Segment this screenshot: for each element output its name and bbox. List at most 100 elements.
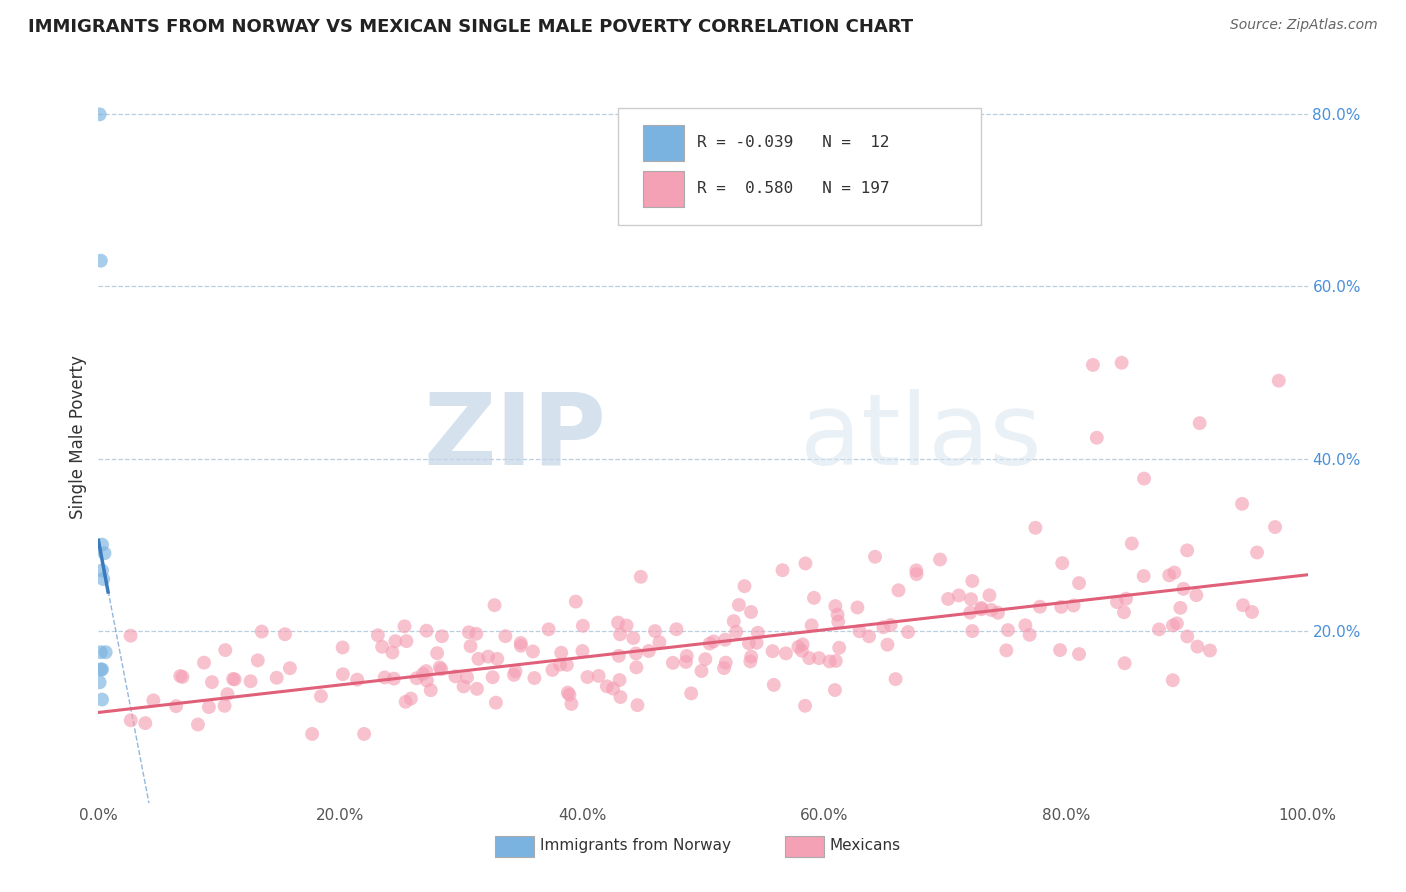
Point <box>887 583 910 598</box>
Point <box>415 624 437 638</box>
FancyBboxPatch shape <box>785 836 824 857</box>
Point <box>794 698 817 713</box>
FancyBboxPatch shape <box>495 836 534 857</box>
Text: R =  0.580   N = 197: R = 0.580 N = 197 <box>697 181 890 196</box>
Point <box>824 683 846 698</box>
Text: atlas: atlas <box>800 389 1042 485</box>
Point <box>1112 605 1135 619</box>
Point <box>89 107 111 121</box>
Point <box>429 660 451 674</box>
Point <box>214 643 236 657</box>
Point <box>1067 576 1090 591</box>
Point <box>382 672 405 686</box>
Point <box>596 679 619 693</box>
Point <box>415 664 437 678</box>
Point <box>794 557 817 571</box>
Point <box>444 669 467 683</box>
FancyBboxPatch shape <box>643 125 683 161</box>
Point <box>624 647 647 661</box>
Point <box>1163 566 1185 580</box>
Point <box>1067 647 1090 661</box>
Point <box>987 606 1010 620</box>
Point <box>929 552 952 566</box>
Point <box>465 627 488 641</box>
Point <box>572 619 595 633</box>
Point <box>509 639 531 653</box>
Point <box>1018 628 1040 642</box>
Point <box>1185 588 1208 602</box>
Point <box>602 681 624 696</box>
Point <box>775 646 797 660</box>
Point <box>876 638 898 652</box>
Point <box>565 594 588 608</box>
Point <box>1240 605 1263 619</box>
Point <box>456 670 478 684</box>
Point <box>1264 520 1286 534</box>
Point <box>848 624 870 639</box>
Point <box>827 615 849 629</box>
Point <box>91 572 114 586</box>
FancyBboxPatch shape <box>619 108 981 225</box>
Point <box>1132 569 1154 583</box>
Point <box>1052 556 1074 570</box>
Point <box>807 651 830 665</box>
Point <box>607 615 630 630</box>
Point <box>560 697 582 711</box>
Point <box>250 624 273 639</box>
Point <box>187 717 209 731</box>
Point <box>193 656 215 670</box>
Point <box>522 644 544 658</box>
Text: Mexicans: Mexicans <box>830 838 901 853</box>
Point <box>332 640 354 655</box>
Point <box>644 624 666 638</box>
Point <box>846 600 869 615</box>
Point <box>1268 374 1291 388</box>
Point <box>740 605 762 619</box>
Point <box>662 656 685 670</box>
Point <box>381 645 404 659</box>
Point <box>884 672 907 686</box>
Point <box>91 662 114 676</box>
Point <box>1121 536 1143 550</box>
Point <box>648 635 671 649</box>
Point <box>1199 643 1222 657</box>
Point <box>1114 657 1136 671</box>
Point <box>723 614 745 628</box>
Point <box>374 670 396 684</box>
Point <box>201 675 224 690</box>
Point <box>714 656 737 670</box>
Point <box>948 589 970 603</box>
Point <box>548 657 571 672</box>
Point <box>1147 623 1170 637</box>
Point <box>713 661 735 675</box>
Point <box>790 644 813 658</box>
Point <box>430 629 453 643</box>
Point <box>395 695 418 709</box>
Point <box>550 646 572 660</box>
Point <box>800 618 823 632</box>
Point <box>1024 521 1046 535</box>
Y-axis label: Single Male Poverty: Single Male Poverty <box>69 355 87 519</box>
Point <box>897 625 920 640</box>
Text: Source: ZipAtlas.com: Source: ZipAtlas.com <box>1230 18 1378 32</box>
Text: ZIP: ZIP <box>423 389 606 485</box>
Point <box>979 588 1001 602</box>
Point <box>1187 640 1209 654</box>
Point <box>91 692 114 706</box>
Point <box>90 645 112 659</box>
Point <box>246 653 269 667</box>
Point <box>630 570 652 584</box>
Point <box>1050 599 1073 614</box>
Point <box>301 727 323 741</box>
Point <box>740 649 762 664</box>
Point <box>703 634 725 648</box>
Point <box>484 598 506 612</box>
Point <box>607 648 630 663</box>
Point <box>239 674 262 689</box>
Point <box>1111 356 1133 370</box>
Point <box>609 627 631 641</box>
Point <box>453 680 475 694</box>
Point <box>863 549 886 564</box>
Point <box>481 670 503 684</box>
Point <box>120 713 142 727</box>
